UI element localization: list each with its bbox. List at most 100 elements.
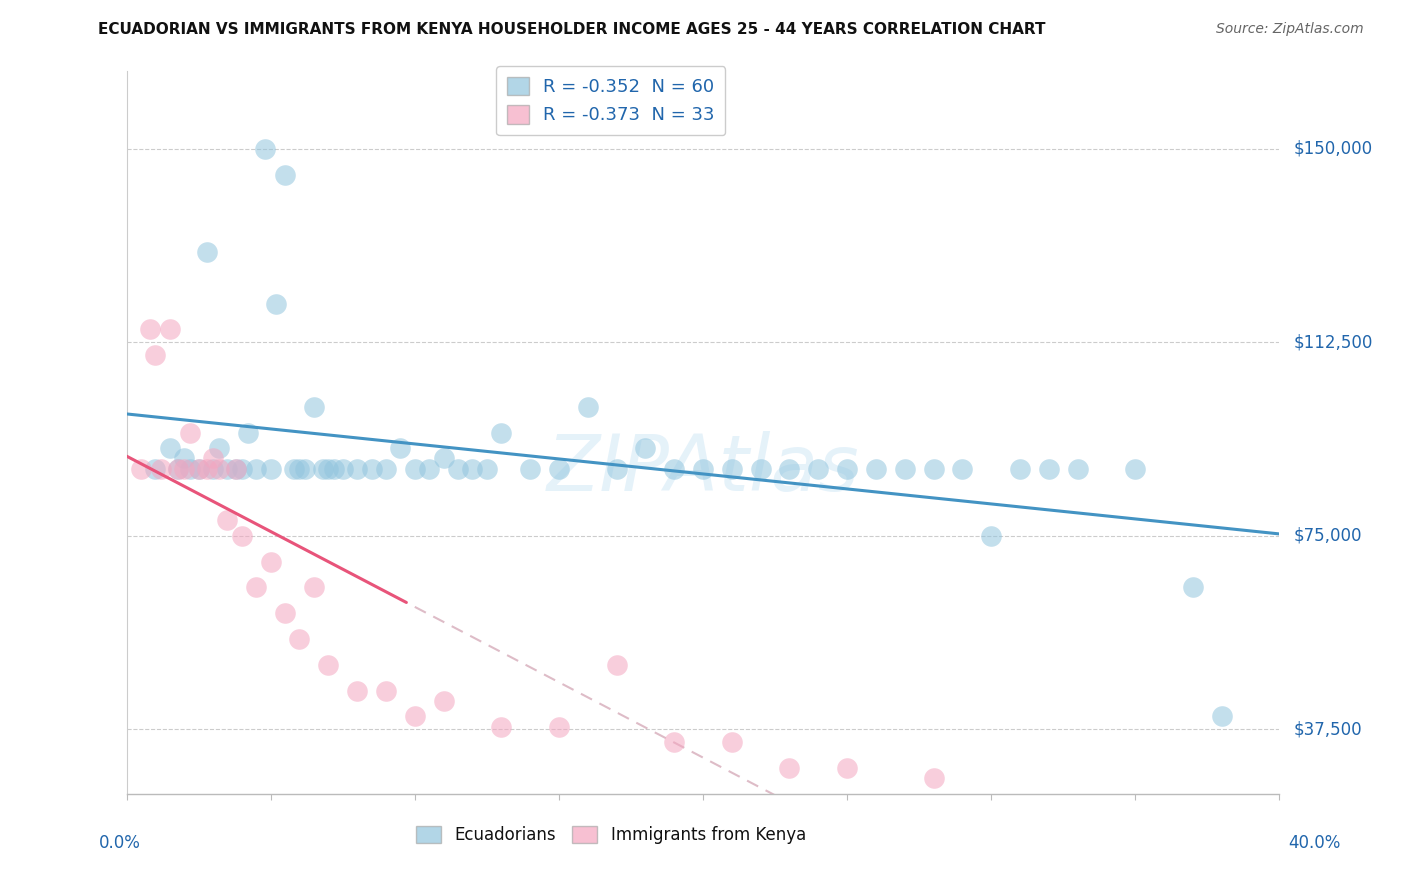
Point (1211, 709, 1233, 723)
Point (195, 462, 218, 476)
Point (404, 462, 426, 476)
Legend: Ecuadorians, Immigrants from Kenya: Ecuadorians, Immigrants from Kenya (409, 819, 813, 851)
Point (202, 451, 225, 466)
Point (208, 441, 231, 455)
Point (145, 462, 166, 476)
Point (835, 462, 858, 476)
Point (245, 462, 267, 476)
Point (245, 581, 267, 595)
Point (283, 462, 305, 476)
Point (231, 462, 253, 476)
Point (1181, 581, 1204, 595)
Point (187, 462, 209, 476)
Point (980, 529, 1002, 543)
Text: $75,000: $75,000 (1294, 527, 1362, 545)
Point (259, 555, 281, 569)
Point (231, 529, 253, 543)
Point (236, 425, 259, 440)
Point (779, 761, 801, 775)
Point (346, 683, 368, 698)
Point (179, 462, 201, 476)
Point (217, 513, 239, 527)
Point (433, 694, 456, 708)
Point (302, 400, 325, 414)
Point (346, 462, 368, 476)
Point (835, 761, 858, 775)
Point (1038, 462, 1060, 476)
Point (576, 400, 599, 414)
Point (266, 296, 288, 310)
Point (302, 581, 325, 595)
Point (150, 462, 173, 476)
Point (318, 462, 340, 476)
Point (548, 720, 571, 734)
Point (389, 441, 412, 455)
Point (950, 462, 973, 476)
Point (634, 441, 657, 455)
Point (225, 462, 247, 476)
Point (447, 462, 470, 476)
Point (332, 462, 354, 476)
Point (225, 462, 247, 476)
Point (323, 462, 346, 476)
Point (548, 462, 571, 476)
Point (922, 462, 945, 476)
Point (167, 462, 190, 476)
Point (145, 348, 166, 362)
Point (519, 462, 541, 476)
Point (138, 322, 160, 336)
Text: 40.0%: 40.0% (1288, 834, 1341, 852)
Point (491, 720, 513, 734)
Point (360, 462, 382, 476)
Point (475, 462, 498, 476)
Point (692, 462, 714, 476)
Point (274, 607, 297, 621)
Text: ZIPAtlas: ZIPAtlas (547, 431, 859, 507)
Point (374, 683, 398, 698)
Point (433, 451, 456, 466)
Point (159, 441, 181, 455)
Point (253, 142, 276, 156)
Point (1067, 462, 1090, 476)
Text: $112,500: $112,500 (1294, 334, 1372, 351)
Point (922, 772, 945, 786)
Point (274, 168, 297, 182)
Point (288, 462, 311, 476)
Point (288, 632, 311, 646)
Text: Source: ZipAtlas.com: Source: ZipAtlas.com (1216, 22, 1364, 37)
Point (606, 462, 628, 476)
Point (217, 462, 239, 476)
Point (865, 462, 887, 476)
Point (202, 462, 225, 476)
Point (129, 462, 152, 476)
Point (173, 451, 195, 466)
Point (187, 462, 209, 476)
Point (418, 462, 440, 476)
Point (173, 462, 195, 476)
Point (664, 462, 686, 476)
Point (606, 657, 628, 672)
Point (461, 462, 484, 476)
Point (720, 462, 742, 476)
Point (294, 462, 316, 476)
Point (159, 322, 181, 336)
Point (749, 462, 772, 476)
Text: $37,500: $37,500 (1294, 721, 1362, 739)
Point (779, 462, 801, 476)
Text: ECUADORIAN VS IMMIGRANTS FROM KENYA HOUSEHOLDER INCOME AGES 25 - 44 YEARS CORREL: ECUADORIAN VS IMMIGRANTS FROM KENYA HOUS… (98, 22, 1046, 37)
Point (179, 425, 201, 440)
Point (1010, 462, 1032, 476)
Point (1125, 462, 1147, 476)
Point (374, 462, 398, 476)
Point (311, 462, 333, 476)
Point (404, 709, 426, 723)
Point (318, 657, 340, 672)
Text: $150,000: $150,000 (1294, 140, 1372, 158)
Text: 0.0%: 0.0% (98, 834, 141, 852)
Point (195, 245, 218, 260)
Point (894, 462, 917, 476)
Point (208, 462, 231, 476)
Point (167, 462, 190, 476)
Point (807, 462, 830, 476)
Point (720, 735, 742, 749)
